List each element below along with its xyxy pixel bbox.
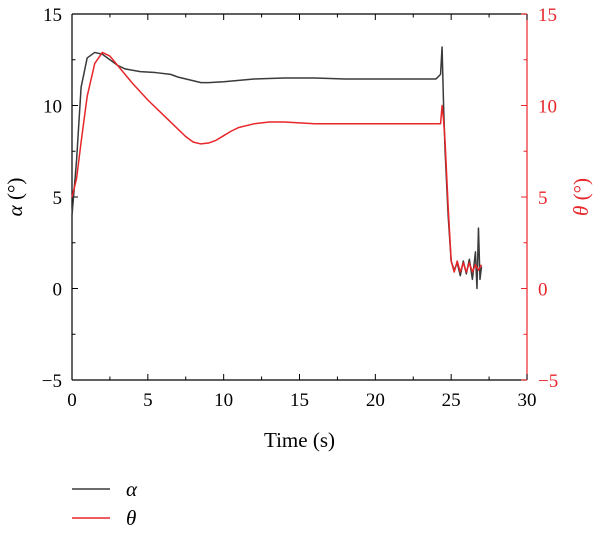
legend: α θ xyxy=(72,477,138,530)
theta-series-line xyxy=(71,51,483,273)
left-y-tick-label: 15 xyxy=(43,5,62,26)
axis-labels: Time (s) α (°) θ (°) xyxy=(3,178,593,452)
left-y-axis-symbol: α xyxy=(3,204,27,216)
right-y-tick-label: −5 xyxy=(538,371,558,392)
left-y-tick-label: 0 xyxy=(53,280,63,301)
right-y-axis-title: θ (°) xyxy=(569,178,593,216)
plot-area xyxy=(71,46,483,290)
right-y-tick-label: 10 xyxy=(538,97,557,118)
right-y-tick-label: 15 xyxy=(538,5,557,26)
x-tick-label: 0 xyxy=(67,390,77,411)
legend-label-theta: θ xyxy=(126,506,136,530)
left-y-tick-label: −5 xyxy=(42,371,62,392)
right-y-axis-unit: (°) xyxy=(569,178,593,206)
right-y-tick-label: 0 xyxy=(538,280,548,301)
alpha-series-line xyxy=(71,46,483,290)
x-tick-label: 20 xyxy=(366,390,385,411)
left-y-tick-label: 5 xyxy=(53,188,63,209)
x-tick-label: 25 xyxy=(442,390,461,411)
legend-label-alpha: α xyxy=(126,477,138,501)
x-axis-title: Time (s) xyxy=(264,428,335,452)
left-y-tick-label: 10 xyxy=(43,97,62,118)
left-y-axis-title: α (°) xyxy=(3,178,27,217)
left-y-axis-unit: (°) xyxy=(3,178,27,206)
x-tick-label: 30 xyxy=(518,390,537,411)
right-y-tick-label: 5 xyxy=(538,188,548,209)
x-tick-label: 10 xyxy=(214,390,233,411)
right-y-axis-symbol: θ xyxy=(569,206,593,216)
x-tick-label: 5 xyxy=(143,390,153,411)
x-tick-label: 15 xyxy=(290,390,309,411)
